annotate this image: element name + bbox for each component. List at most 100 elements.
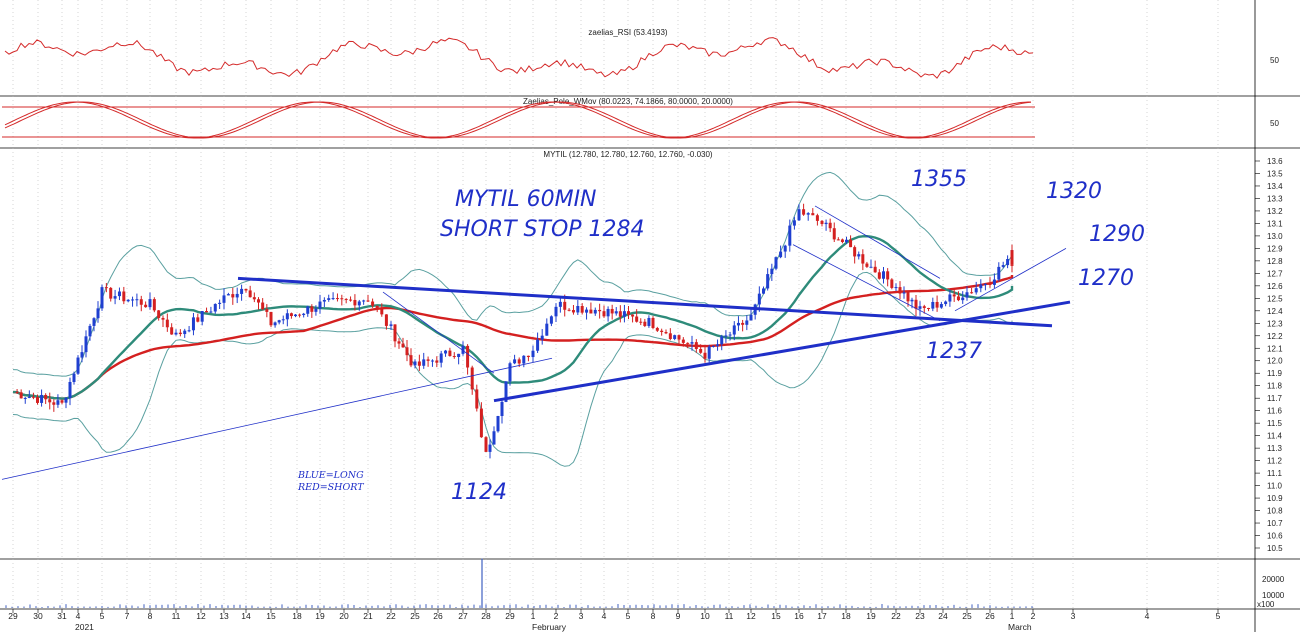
bollinger-upper	[12, 171, 1013, 377]
candle-body	[766, 274, 770, 289]
candle-body	[457, 353, 461, 358]
candle-body	[647, 317, 651, 326]
date-tick-label: 22	[386, 611, 396, 621]
candle-body	[824, 222, 828, 225]
candle-body	[170, 327, 174, 335]
candle-body	[76, 357, 80, 374]
candle-body	[84, 336, 88, 353]
candle-body	[853, 247, 857, 257]
candle-body	[703, 352, 707, 359]
candle-body	[558, 301, 562, 307]
date-tick-label: 19	[315, 611, 325, 621]
date-tick-label: 2	[554, 611, 559, 621]
candle-body	[614, 311, 618, 314]
candle-body	[585, 309, 589, 313]
candle-body	[815, 215, 819, 221]
candle-body	[248, 290, 252, 298]
candle-body	[401, 343, 405, 348]
candle-body	[1001, 265, 1005, 267]
candle-body	[44, 394, 48, 400]
candle-body	[806, 213, 810, 215]
candle-body	[906, 292, 910, 302]
candle-body	[409, 355, 413, 366]
candle-body	[218, 302, 222, 304]
candle-body	[694, 342, 698, 349]
candle-body	[100, 287, 104, 309]
date-tick-label: 1	[531, 611, 536, 621]
price-tick-label: 12.1	[1267, 344, 1283, 353]
candle-body	[165, 319, 169, 328]
candle-body	[779, 251, 783, 258]
candle-body	[331, 298, 335, 300]
candle-body	[836, 239, 840, 241]
candle-body	[593, 309, 597, 314]
candle-body	[774, 257, 778, 269]
price-tick-label: 13.2	[1267, 207, 1283, 216]
date-tick-label: 31	[57, 611, 67, 621]
stoch-line-k	[4, 101, 1031, 139]
candle-body	[64, 397, 68, 403]
candle-body	[914, 299, 918, 309]
candle-body	[956, 296, 960, 301]
candle-body	[873, 266, 877, 273]
candle-body	[922, 306, 926, 308]
candle-body	[261, 302, 265, 310]
candle-body	[545, 323, 549, 336]
candle-body	[183, 330, 187, 335]
candle-body	[736, 322, 740, 326]
candle-body	[60, 400, 64, 403]
candle-body	[393, 324, 397, 342]
date-tick-label: 8	[651, 611, 656, 621]
candle-body	[335, 298, 339, 300]
candle-body	[576, 306, 580, 313]
candle-body	[322, 299, 326, 302]
candle-body	[699, 348, 703, 353]
candle-body	[802, 209, 806, 215]
candle-body	[686, 342, 690, 344]
rsi-line	[4, 37, 1034, 79]
candle-body	[349, 299, 353, 301]
candle-body	[31, 396, 35, 398]
candle-body	[882, 271, 885, 279]
candle-body	[526, 355, 530, 358]
candle-body	[877, 272, 881, 279]
date-axis: 29 30 31 4 5 7 8 11 12 13 14 15 18 19 20 21 22 25 26 27 28 29…	[8, 609, 1221, 621]
candle-body	[811, 213, 815, 216]
candle-body	[484, 437, 488, 452]
candle-body	[200, 311, 204, 322]
candle-body	[797, 209, 801, 221]
date-tick-label: 9	[676, 611, 681, 621]
annotation-1290: 1290	[1089, 222, 1145, 247]
candle-body	[902, 292, 906, 294]
date-tick-label: 10	[700, 611, 710, 621]
candle-body	[1006, 259, 1010, 266]
candle-body	[631, 314, 635, 317]
price-tick-label: 12.4	[1267, 307, 1283, 316]
candle-body	[314, 308, 318, 312]
candle-body	[144, 304, 148, 308]
price-tick-label: 10.8	[1267, 507, 1283, 516]
candle-body	[788, 225, 792, 246]
candle-body	[635, 316, 639, 322]
candle-body	[627, 311, 630, 315]
candle-body	[435, 360, 439, 363]
candle-body	[389, 324, 393, 326]
price-tick-label: 11.7	[1267, 394, 1283, 403]
candle-body	[126, 299, 130, 302]
candle-body	[294, 314, 297, 317]
price-tick-label: 11.8	[1267, 382, 1283, 391]
candle-body	[931, 301, 935, 309]
date-tick-label: 21	[363, 611, 373, 621]
date-tick-label: 15	[266, 611, 276, 621]
candle-body	[610, 308, 614, 314]
date-tick-label: 15	[771, 611, 781, 621]
candle-body	[430, 360, 434, 362]
price-tick-label: 13.3	[1267, 194, 1283, 203]
candle-body	[757, 293, 761, 305]
candle-body	[205, 311, 209, 313]
date-tick-label: 30	[33, 611, 43, 621]
candle-body	[749, 314, 753, 321]
candle-body	[910, 299, 914, 302]
candle-body	[886, 271, 890, 280]
